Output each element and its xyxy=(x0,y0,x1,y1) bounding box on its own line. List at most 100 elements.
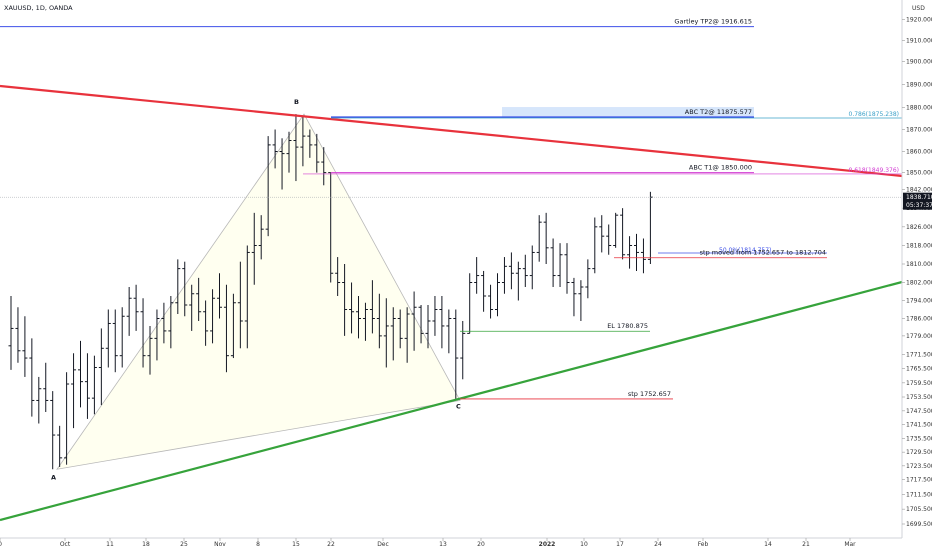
ohlc-bar xyxy=(161,302,167,344)
time-tick-label: Feb xyxy=(698,541,709,548)
price-tick-label: 1870.000 xyxy=(906,127,932,134)
ohlc-bar xyxy=(536,215,542,262)
price-tick-label: 1759.500 xyxy=(906,380,932,387)
entry-level-label: EL 1780.875 xyxy=(607,322,648,330)
ohlc-bar xyxy=(36,376,42,424)
ohlc-bar xyxy=(634,233,639,271)
time-tick-label: Dec xyxy=(377,541,389,548)
abc-t1-label: ABC T1@ 1850.000 xyxy=(689,164,752,172)
ohlc-bar xyxy=(620,208,626,260)
time-tick-label: Mar xyxy=(844,541,856,548)
drawing-lines[interactable] xyxy=(0,26,903,522)
abc-t2-label: ABC T2@ 11875.577 xyxy=(685,108,752,116)
pattern-point-a: A xyxy=(51,473,56,481)
ohlc-bar xyxy=(585,259,591,299)
moved-stop-label: stp moved from 1752.657 to 1812.704 xyxy=(700,249,826,257)
ohlc-bar xyxy=(147,325,153,375)
ohlc-bar xyxy=(244,245,250,349)
ohlc-bar xyxy=(529,245,535,290)
price-tick-label: 1860.000 xyxy=(906,149,932,156)
price-tick-label: 1771.500 xyxy=(906,352,932,359)
ohlc-bar xyxy=(439,296,445,349)
ohlc-bar xyxy=(71,353,77,429)
ohlc-bar xyxy=(640,238,646,274)
ohlc-bar xyxy=(78,340,83,408)
ohlc-bar xyxy=(328,172,334,283)
ohlc-bar xyxy=(446,309,452,354)
ohlc-bar xyxy=(362,302,368,341)
ohlc-bar xyxy=(258,215,264,260)
ohlc-bar xyxy=(293,114,299,182)
fib-0618-label: 0.618(1849.376) xyxy=(849,167,900,174)
ohlc-bar xyxy=(571,277,577,317)
price-tick-label: 1810.000 xyxy=(906,261,932,268)
price-tick-label: 1842.000 xyxy=(906,187,932,194)
time-tick-label: 14 xyxy=(764,541,772,548)
ohlc-bar xyxy=(279,138,285,190)
ohlc-bar xyxy=(550,238,556,287)
currency-label: USD xyxy=(912,5,925,12)
time-tick-label: 25 xyxy=(180,541,188,548)
time-tick-label: 13 xyxy=(439,541,447,548)
price-axis[interactable]: 1920.000 1910.000 1900.000 1890.000 1880.000… xyxy=(0,17,932,529)
time-tick-label: Oct xyxy=(60,541,71,548)
ohlc-bar xyxy=(84,353,90,419)
time-tick-label: 15 xyxy=(292,541,300,548)
price-tick-label: 1802.000 xyxy=(906,280,932,287)
ohlc-bar xyxy=(237,261,243,349)
time-axis[interactable]: 0 Oct 11 18 25 Nov 8 15 22 Dec 13 20 2022 10 17 24 Feb 14… xyxy=(0,538,856,548)
abc-triangle[interactable] xyxy=(56,113,461,470)
time-tick-label: 17 xyxy=(616,541,624,548)
ohlc-bar xyxy=(43,362,49,412)
price-tick-label: 1741.500 xyxy=(906,422,932,429)
ohlc-bar xyxy=(425,305,431,349)
price-tick-label: 1779.000 xyxy=(906,333,932,340)
price-tick-label: 1699.500 xyxy=(906,521,932,528)
ohlc-bar xyxy=(307,129,313,158)
ohlc-bar xyxy=(210,289,216,344)
time-tick-label: 8 xyxy=(256,541,260,548)
ohlc-bar xyxy=(189,284,195,331)
ohlc-bar xyxy=(606,224,612,255)
ohlc-bar xyxy=(335,257,341,296)
ohlc-bar xyxy=(126,287,132,336)
ohlc-bar xyxy=(453,309,459,401)
ohlc-bar xyxy=(397,309,403,349)
time-tick-label: 11 xyxy=(106,541,114,548)
price-tick-label: 1753.500 xyxy=(906,394,932,401)
price-bars xyxy=(8,114,653,470)
time-tick-label: Nov xyxy=(214,541,226,548)
price-tick-label: 1747.500 xyxy=(906,408,932,415)
ohlc-bar xyxy=(432,296,438,336)
ohlc-bar xyxy=(119,307,125,368)
ohlc-bar xyxy=(314,133,320,173)
abc-pattern[interactable] xyxy=(56,113,461,470)
price-tick-label: 1794.000 xyxy=(906,298,932,305)
price-tick-label: 1890.000 xyxy=(906,82,932,89)
ohlc-bar xyxy=(467,273,473,334)
ohlc-bar xyxy=(404,307,410,363)
time-tick-label: 2022 xyxy=(539,541,556,548)
price-tick-label: 1826.000 xyxy=(906,224,932,231)
resistance-trendline[interactable] xyxy=(0,84,903,178)
ohlc-bar xyxy=(321,147,327,186)
last-price-badge xyxy=(903,192,932,210)
ohlc-bar xyxy=(515,261,521,301)
support-trendline[interactable] xyxy=(0,280,903,522)
pattern-point-c: C xyxy=(456,402,461,410)
annotation-labels: A B C Gartley TP2@ 1916.615 ABC T2@ 11875.57… xyxy=(51,18,899,482)
price-tick-label: 1910.000 xyxy=(906,38,932,45)
ohlc-bar xyxy=(418,305,424,344)
time-tick-label: 10 xyxy=(580,541,588,548)
ohlc-bar xyxy=(474,257,480,294)
ohlc-bar xyxy=(522,254,528,287)
price-tick-label: 1705.500 xyxy=(906,506,932,513)
ohlc-bar xyxy=(599,215,605,253)
price-tick-label: 1711.500 xyxy=(906,491,932,498)
ohlc-bar xyxy=(196,277,202,321)
time-tick-label: 24 xyxy=(654,541,662,548)
ohlc-bar xyxy=(376,293,382,349)
ohlc-bar xyxy=(481,270,487,312)
